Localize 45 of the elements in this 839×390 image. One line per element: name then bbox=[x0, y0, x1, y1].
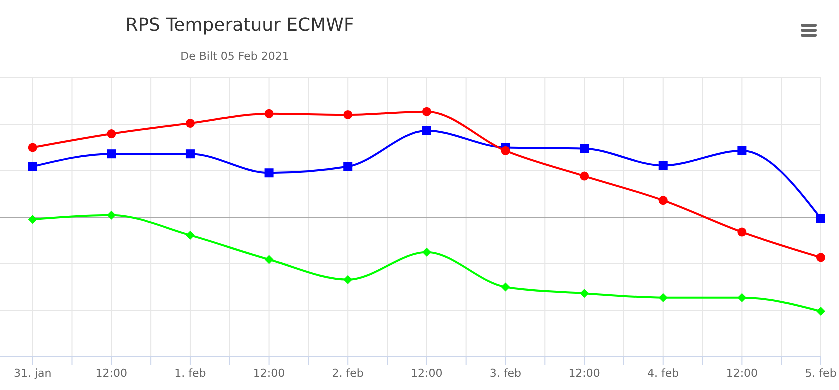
point bbox=[738, 228, 747, 237]
point bbox=[738, 293, 747, 302]
point bbox=[422, 107, 432, 116]
point bbox=[738, 146, 747, 156]
point bbox=[28, 143, 38, 152]
point bbox=[28, 215, 38, 224]
point bbox=[501, 282, 510, 292]
x-tick-label: 12:00 bbox=[96, 367, 128, 380]
point bbox=[816, 307, 826, 316]
x-tick-label: 12:00 bbox=[568, 367, 600, 380]
chart-subtitle: De Bilt 05 Feb 2021 bbox=[180, 50, 290, 63]
point bbox=[344, 162, 353, 172]
point bbox=[658, 196, 668, 206]
x-tick-label: 3. feb bbox=[490, 367, 522, 380]
point bbox=[816, 214, 826, 224]
point bbox=[658, 161, 668, 170]
point bbox=[264, 168, 274, 178]
x-tick-label: 2. feb bbox=[332, 367, 364, 380]
x-tick-label: 12:00 bbox=[411, 367, 443, 380]
point bbox=[264, 255, 274, 264]
point bbox=[658, 293, 668, 302]
x-tick-label: 12:00 bbox=[253, 367, 286, 380]
point bbox=[107, 210, 116, 220]
x-tick-label: 1. feb bbox=[174, 367, 206, 380]
point bbox=[344, 110, 353, 120]
point bbox=[107, 130, 116, 139]
point bbox=[107, 150, 116, 159]
point bbox=[816, 253, 826, 262]
point bbox=[28, 162, 38, 172]
x-tick-label: 31. jan bbox=[14, 367, 52, 380]
point bbox=[580, 144, 590, 154]
point bbox=[344, 275, 353, 284]
point bbox=[186, 150, 195, 159]
point bbox=[501, 146, 510, 156]
x-tick-label: 5. feb bbox=[805, 367, 837, 380]
point bbox=[580, 289, 590, 298]
x-tick-label: 12:00 bbox=[726, 367, 758, 380]
point bbox=[264, 109, 274, 118]
point bbox=[186, 118, 195, 128]
x-tick-label: 4. feb bbox=[648, 367, 680, 380]
point bbox=[422, 126, 432, 136]
point bbox=[186, 230, 195, 240]
chart-title: RPS Temperatuur ECMWF bbox=[126, 15, 354, 36]
point bbox=[422, 248, 432, 257]
point bbox=[580, 172, 590, 181]
